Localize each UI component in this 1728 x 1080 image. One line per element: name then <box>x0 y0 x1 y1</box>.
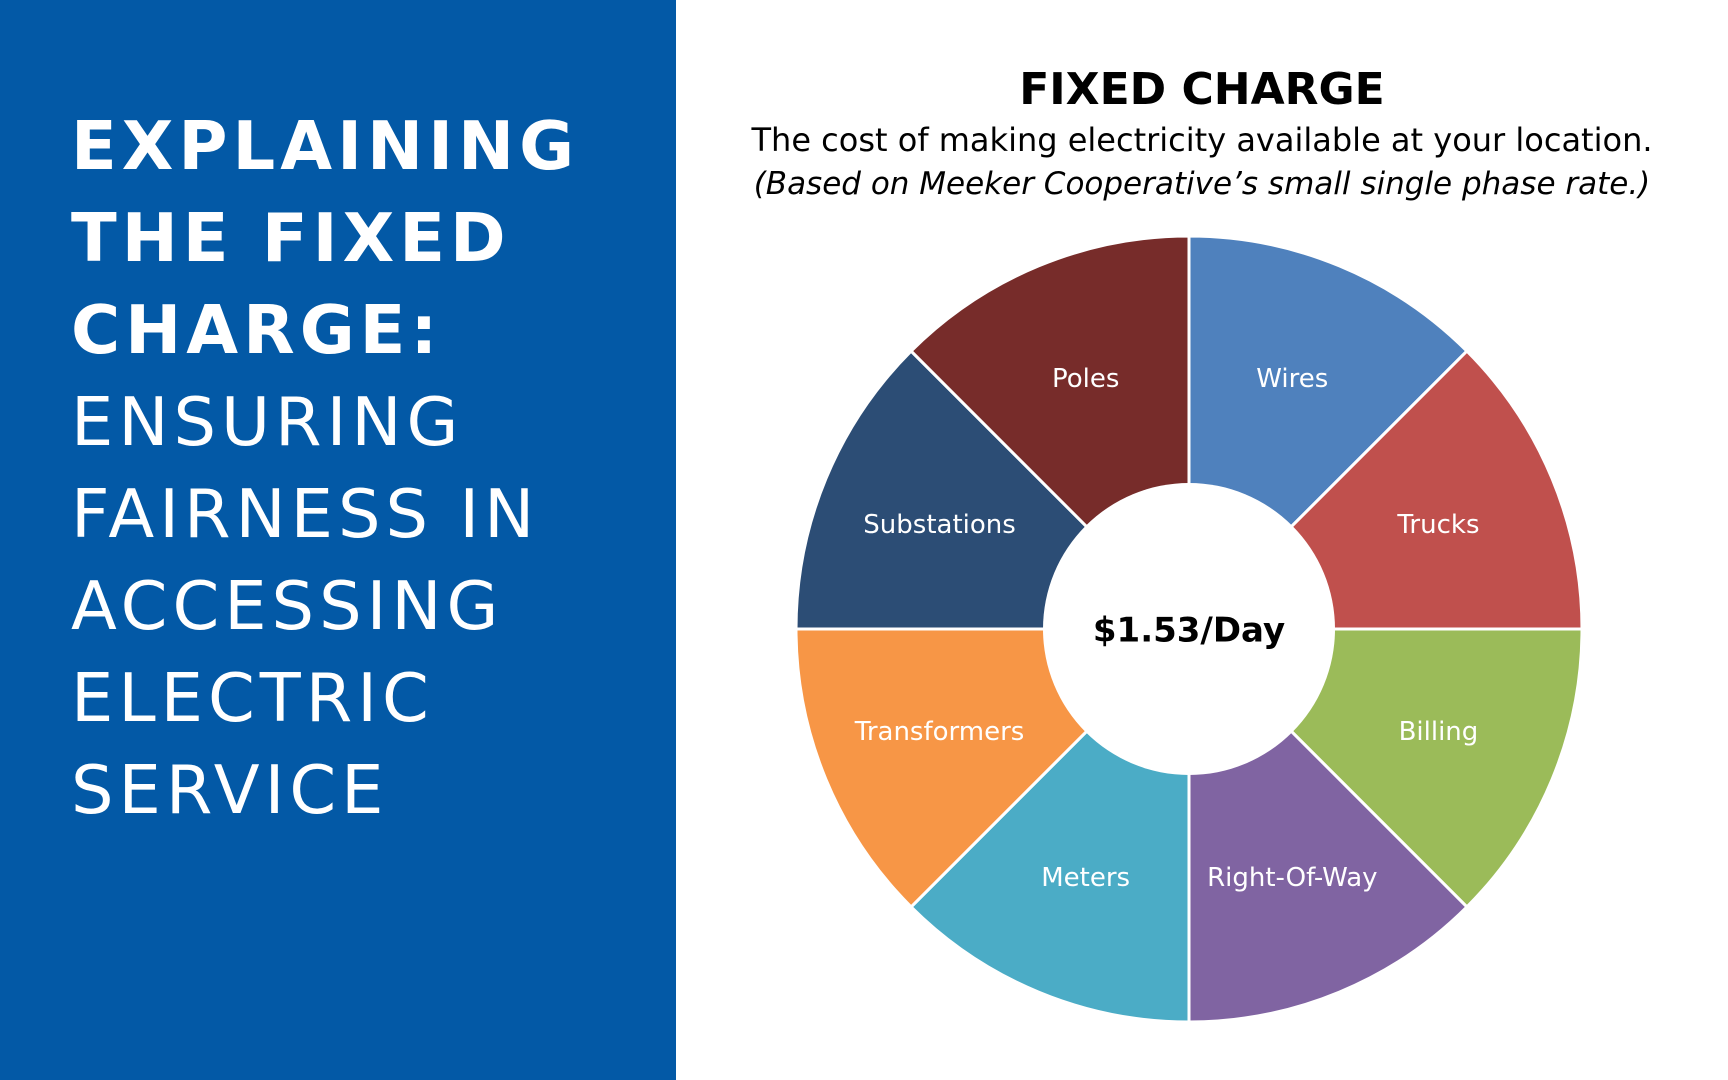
headline-line: FAIRNESS IN <box>71 475 540 553</box>
slice-label: Meters <box>1041 863 1130 893</box>
headline-line: ACCESSING <box>71 567 504 645</box>
slice-label: Substations <box>863 510 1016 540</box>
chart-note: (Based on Meeker Cooperative’s small sin… <box>753 166 1651 202</box>
headline-line: ENSURING <box>71 383 464 461</box>
donut-labels: Wires Trucks Billing Right-Of-Way Meters Tran… <box>854 364 1480 893</box>
slice-label: Billing <box>1399 717 1479 747</box>
headline: EXPLAINING THE FIXED CHARGE: ENSURING FA… <box>71 100 671 836</box>
headline-line: EXPLAINING <box>71 107 580 185</box>
slice-label: Trucks <box>1396 510 1479 540</box>
donut-hole <box>1043 483 1335 775</box>
headline-line: ELECTRIC <box>71 659 434 737</box>
slice-label: Right-Of-Way <box>1207 863 1377 893</box>
slice-label: Wires <box>1256 364 1328 394</box>
headline-line: CHARGE: <box>71 291 443 369</box>
chart-title: FIXED CHARGE <box>1019 64 1385 115</box>
headline-line: SERVICE <box>71 751 389 829</box>
slice-label: Transformers <box>854 717 1025 747</box>
headline-line: THE FIXED <box>71 199 511 277</box>
center-label: $1.53/Day <box>1093 611 1285 651</box>
slice-label: Poles <box>1052 364 1119 394</box>
chart-subtitle: The cost of making electricity available… <box>751 121 1653 159</box>
left-panel: EXPLAINING THE FIXED CHARGE: ENSURING FA… <box>0 0 676 1080</box>
